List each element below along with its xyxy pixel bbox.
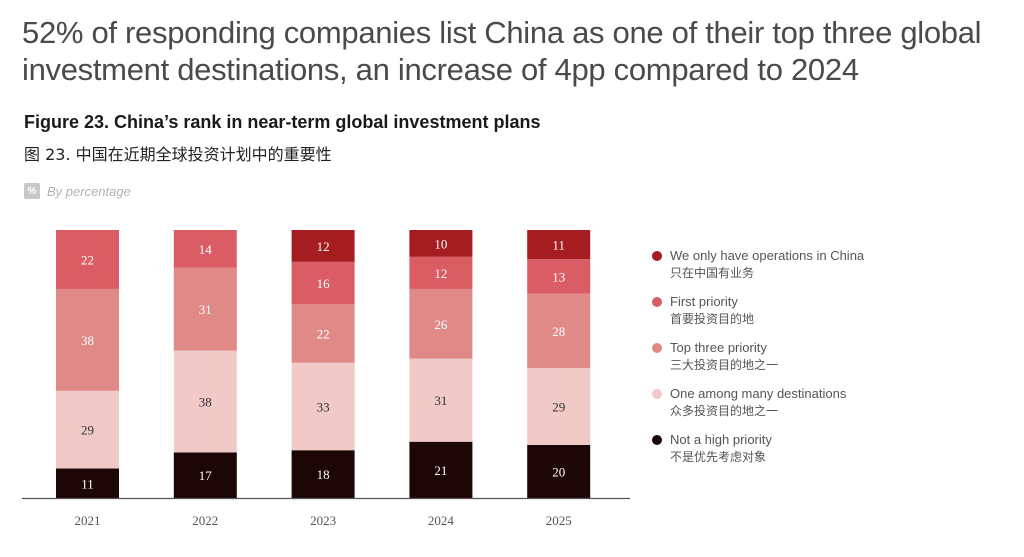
legend-label: We only have operations in China — [670, 248, 865, 263]
bar-segment — [527, 444, 591, 498]
unit-label: By percentage — [47, 183, 131, 199]
x-tick-label: 2022 — [192, 513, 218, 528]
x-tick-label: 2024 — [428, 513, 455, 528]
bar-segment — [173, 267, 237, 351]
legend-dot-icon — [652, 389, 662, 399]
data-label: 10 — [434, 236, 447, 251]
bar-segment — [173, 350, 237, 453]
percent-icon: % — [24, 183, 40, 199]
legend-label-cn: 众多投资目的地之一 — [670, 404, 779, 418]
bar-segment — [173, 452, 237, 498]
data-label: 38 — [199, 395, 212, 410]
legend-label-cn: 不是优先考虑对象 — [670, 450, 767, 464]
legend-label-cn: 三大投资目的地之一 — [670, 358, 779, 372]
data-label: 11 — [552, 238, 565, 253]
bar-segment — [56, 230, 119, 289]
bar-segment — [291, 362, 355, 451]
data-label: 13 — [552, 269, 565, 284]
bar-segment — [527, 367, 591, 445]
data-label: 22 — [317, 326, 330, 341]
bar-segment — [56, 468, 119, 498]
data-label: 21 — [434, 463, 447, 478]
bar-segment — [291, 261, 355, 305]
legend: We only have operations in China 只在中国有业务… — [652, 247, 864, 477]
legend-label-cn: 只在中国有业务 — [670, 266, 755, 280]
data-label: 11 — [81, 476, 94, 491]
legend-item: Not a high priority 不是优先考虑对象 — [652, 431, 864, 469]
bar-segment — [409, 256, 473, 289]
bar-segment — [291, 304, 355, 363]
bar-segment — [527, 293, 591, 368]
stacked-bar-chart: 11 29 38 22 2021 17 38 31 14 2022 18 33 22 16 12 2023 21… — [22, 230, 630, 528]
legend-label: Top three priority — [670, 340, 767, 355]
legend-label: One among many destinations — [670, 386, 847, 401]
bar-segment — [527, 230, 591, 260]
legend-dot-icon — [652, 297, 662, 307]
data-label: 14 — [199, 242, 213, 257]
bar-segment — [527, 259, 591, 294]
data-label: 16 — [317, 276, 331, 291]
data-label: 28 — [552, 324, 565, 339]
x-tick-label: 2021 — [75, 513, 101, 528]
x-tick-label: 2023 — [310, 513, 336, 528]
figure-title-cn: 图 23. 中国在近期全球投资计划中的重要性 — [24, 145, 332, 164]
data-label: 29 — [81, 423, 94, 438]
data-label: 29 — [552, 399, 565, 414]
bar-segment — [409, 230, 473, 257]
x-tick-label: 2025 — [546, 513, 572, 528]
data-label: 12 — [317, 239, 330, 254]
legend-item: Top three priority 三大投资目的地之一 — [652, 339, 864, 377]
bar-segment — [291, 230, 355, 262]
data-label: 26 — [434, 317, 448, 332]
data-label: 33 — [317, 399, 330, 414]
data-label: 18 — [317, 467, 330, 482]
legend-item: One among many destinations 众多投资目的地之一 — [652, 385, 864, 423]
data-label: 31 — [199, 302, 212, 317]
data-label: 20 — [552, 464, 565, 479]
legend-label-cn: 首要投资目的地 — [670, 312, 755, 326]
data-label: 38 — [81, 333, 94, 348]
legend-dot-icon — [652, 343, 662, 353]
legend-label: Not a high priority — [670, 432, 772, 447]
data-label: 17 — [199, 468, 213, 483]
legend-dot-icon — [652, 251, 662, 261]
data-label: 12 — [434, 266, 447, 281]
bar-segment — [409, 288, 473, 359]
legend-item: We only have operations in China 只在中国有业务 — [652, 247, 864, 285]
bar-segment — [173, 230, 237, 268]
legend-item: First priority 首要投资目的地 — [652, 293, 864, 331]
legend-dot-icon — [652, 435, 662, 445]
data-label: 31 — [434, 393, 447, 408]
bar-segment — [56, 390, 119, 469]
bar-segment — [291, 450, 355, 498]
headline: 52% of responding companies list China a… — [22, 15, 982, 87]
data-label: 22 — [81, 252, 94, 267]
legend-label: First priority — [670, 294, 738, 309]
bar-segment — [409, 358, 473, 442]
bar-segment — [56, 288, 119, 391]
figure-title: Figure 23. China’s rank in near-term glo… — [24, 112, 541, 132]
unit-indicator: % By percentage — [24, 183, 131, 199]
bar-segment — [409, 441, 473, 498]
